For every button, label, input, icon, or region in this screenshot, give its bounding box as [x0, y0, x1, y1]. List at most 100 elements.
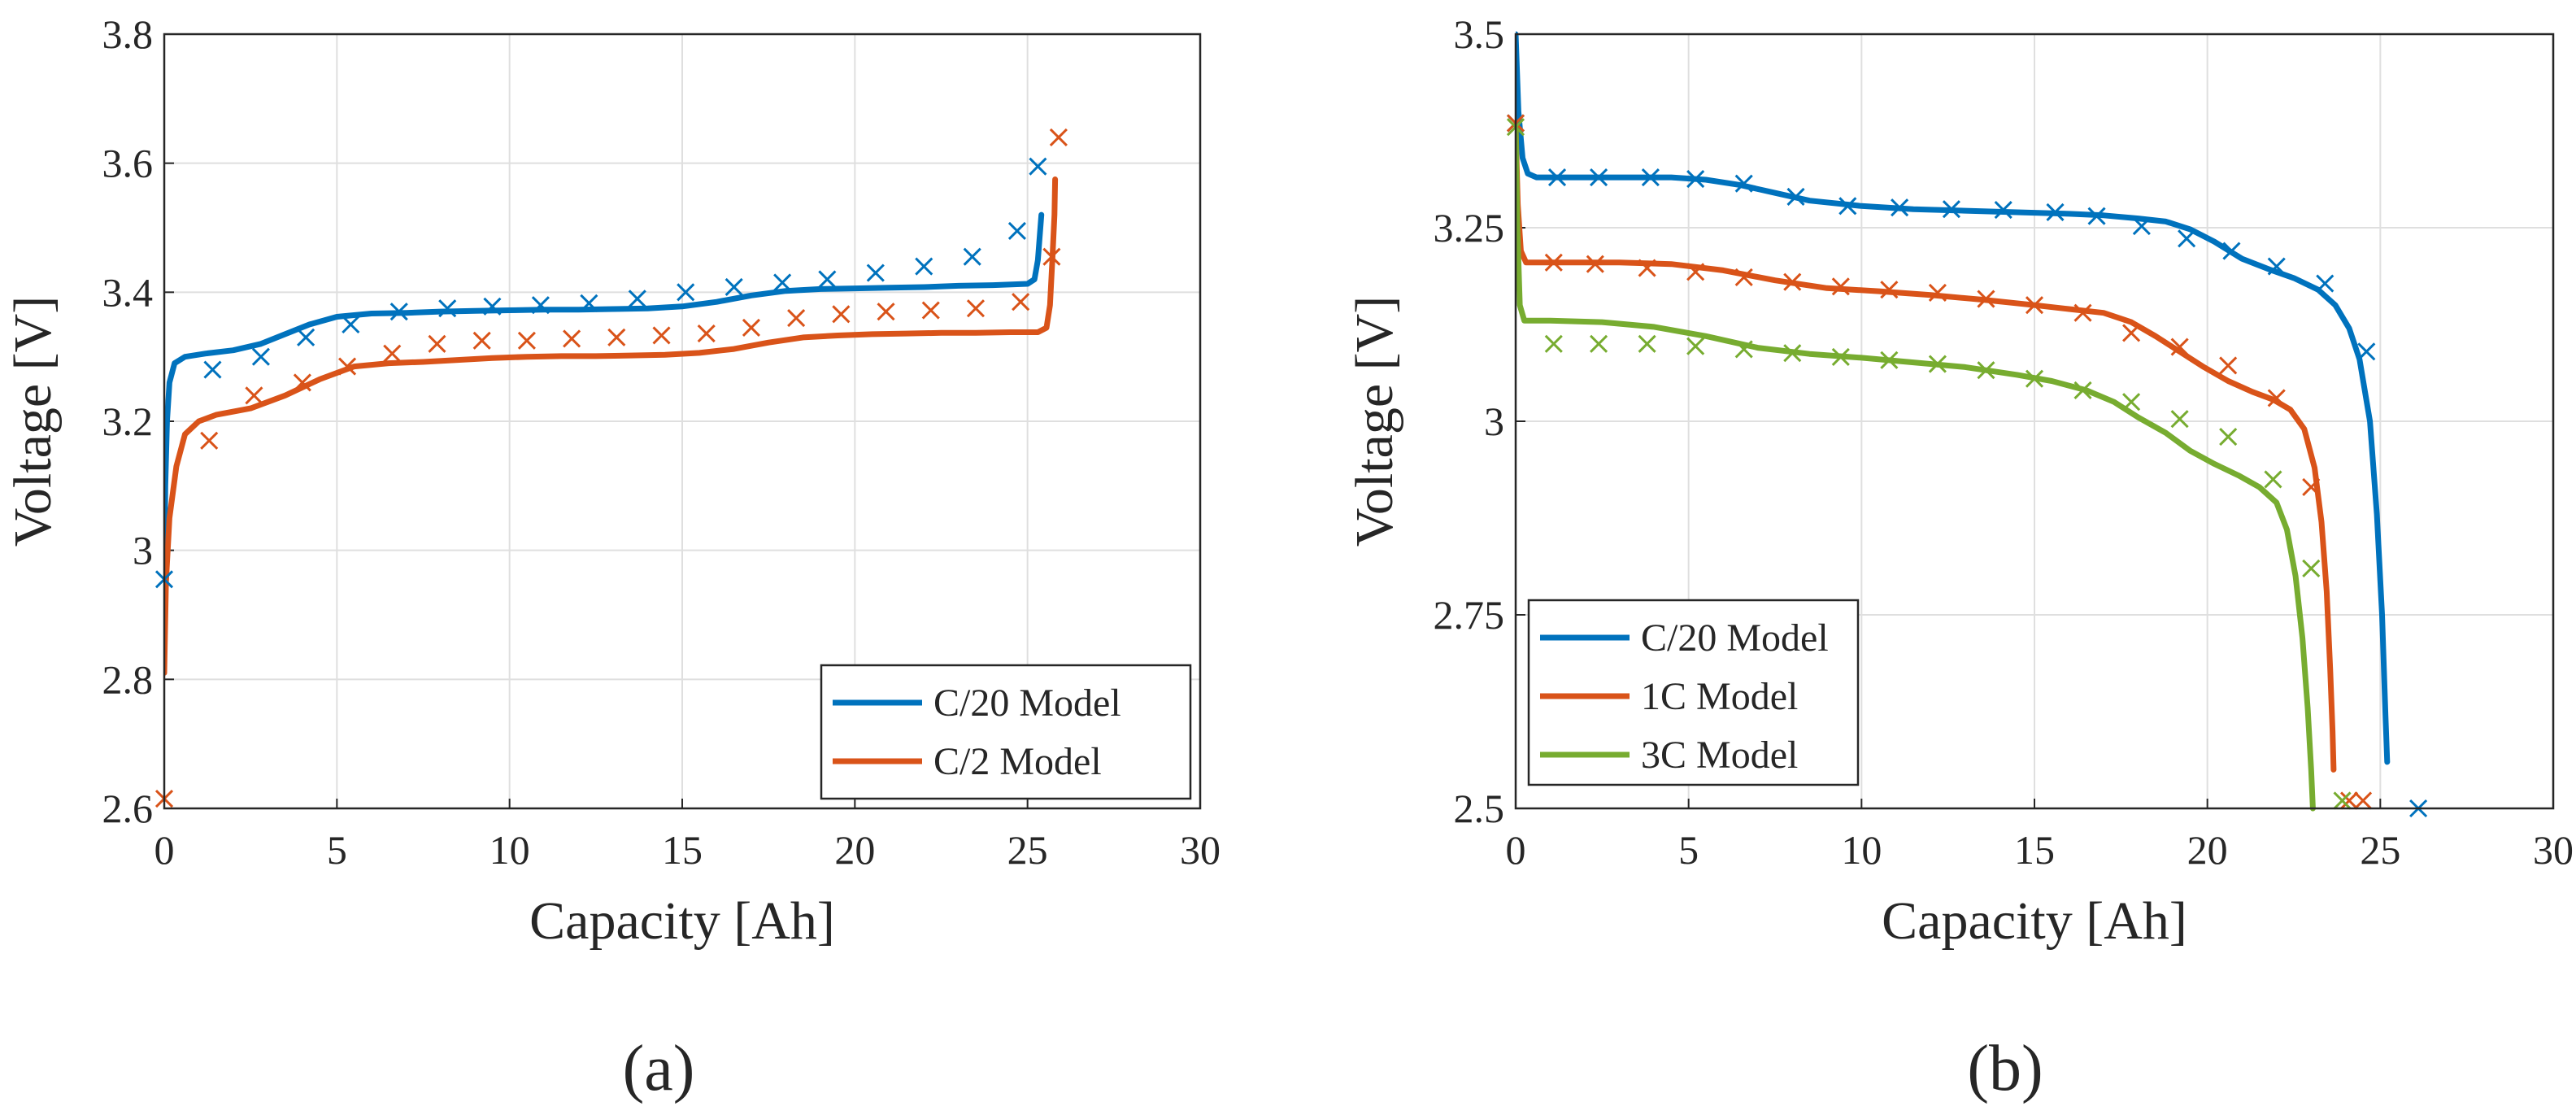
series-line [1516, 31, 2391, 765]
x-axis-label: Capacity [Ah] [529, 891, 835, 951]
y-axis-label: Voltage [V] [3, 296, 63, 547]
data-point-marker [2170, 338, 2189, 356]
data-point-marker [697, 324, 716, 343]
x-tick-label: 10 [1841, 827, 1882, 873]
data-point-marker [607, 328, 626, 346]
data-point-marker [2357, 342, 2376, 361]
data-point-marker [245, 386, 263, 405]
axes-frame [1514, 33, 2555, 810]
data-point-marker [742, 318, 760, 338]
data-point-marker [2073, 303, 2092, 322]
data-point-marker [787, 309, 806, 328]
data-point-marker [818, 270, 837, 289]
data-point-marker [428, 334, 446, 353]
data-point-marker [2073, 381, 2092, 399]
data-point-marker [773, 273, 792, 292]
data-point-marker [1734, 340, 1753, 359]
data-point-marker [2333, 791, 2352, 810]
data-point-marker [866, 264, 885, 282]
data-point-marker [2132, 217, 2151, 236]
data-point-marker [963, 247, 981, 266]
x-tick-label: 30 [2533, 827, 2574, 873]
legend-label: C/2 Model [933, 740, 1102, 783]
legend-label: C/20 Model [933, 682, 1121, 725]
data-point-marker [383, 344, 402, 363]
x-tick-label: 20 [2187, 827, 2228, 873]
y-tick-label: 3.8 [102, 11, 154, 57]
data-point-marker [2087, 207, 2106, 225]
y-tick-label: 3 [1484, 399, 1504, 444]
data-point-marker [1007, 221, 1026, 241]
x-tick-label: 5 [1678, 827, 1699, 873]
x-tick-label: 0 [154, 827, 175, 873]
data-point-marker [200, 431, 219, 450]
data-point-marker [1544, 334, 1563, 353]
x-tick-label: 5 [327, 827, 347, 873]
data-point-marker [2316, 274, 2334, 293]
data-point-marker [966, 299, 986, 318]
data-point-marker [1994, 201, 2012, 220]
data-point-marker [628, 290, 646, 308]
x-tick-label: 15 [662, 827, 703, 873]
x-tick-label: 15 [2014, 827, 2055, 873]
data-point-marker [1831, 277, 1850, 296]
data-point-marker [877, 303, 895, 321]
x-tick-label: 25 [2360, 827, 2400, 873]
x-tick-label: 0 [1506, 827, 1526, 873]
data-point-marker [1928, 283, 1947, 303]
data-point-marker [483, 297, 502, 316]
y-tick-label: 3.5 [1454, 11, 1505, 57]
data-point-marker [1838, 197, 1857, 216]
data-point-marker [1734, 174, 1753, 193]
data-point-marker [1880, 351, 1899, 369]
data-point-marker [1686, 169, 1705, 189]
data-point-marker [2267, 389, 2286, 407]
data-point-marker [2219, 427, 2238, 446]
y-tick-label: 2.5 [1454, 786, 1505, 831]
data-point-marker [677, 283, 695, 302]
series-line [1516, 124, 2316, 812]
data-point-marker [1590, 168, 1608, 187]
data-point-marker [1590, 334, 1608, 353]
axes-frame [163, 33, 1202, 810]
data-point-marker [2354, 791, 2373, 810]
data-point-marker [832, 305, 851, 324]
y-tick-label: 3 [133, 528, 153, 573]
data-point-marker [563, 329, 581, 348]
data-point-marker [293, 373, 311, 392]
data-point-marker [1928, 355, 1947, 373]
y-tick-label: 2.8 [102, 656, 154, 702]
data-point-marker [1734, 268, 1753, 286]
chart-panel-a: 0 5 10 15 20 25 30 2.6 2.8 3 3.2 3.4 3.6 3.8 Capacity … [3, 11, 1221, 1104]
data-point-marker [1049, 128, 1068, 146]
x-tick-label: 10 [490, 827, 530, 873]
data-point-marker [2170, 410, 2189, 429]
y-tick-label: 3.2 [102, 399, 154, 444]
data-point-marker [1042, 247, 1061, 266]
data-point-marker [1586, 255, 1604, 273]
data-point-marker [2267, 257, 2286, 276]
panel-label: (a) [623, 1033, 695, 1104]
data-point-marker [1029, 157, 1047, 176]
data-point-marker [2178, 229, 2196, 248]
plot-data [1516, 31, 2391, 812]
data-point-marker [652, 326, 671, 345]
data-point-marker [2046, 203, 2065, 222]
data-point-marker [1638, 259, 1656, 277]
data-point-marker [389, 303, 408, 321]
data-point-marker [1891, 198, 1909, 217]
data-point-marker [1831, 347, 1850, 367]
legend-label: 1C Model [1641, 675, 1798, 718]
data-point-marker [1686, 337, 1705, 355]
data-point-marker [2122, 324, 2141, 342]
chart-panel-b: 0 5 10 15 20 25 30 2.5 2.75 3 3.25 3.5 Capacity [Ah]… [1345, 11, 2574, 1104]
x-tick-label: 20 [834, 827, 875, 873]
data-point-marker [251, 347, 270, 366]
data-point-marker [1686, 263, 1705, 281]
y-tick-label: 3.4 [102, 269, 154, 315]
data-point-marker [531, 296, 550, 315]
data-point-marker [921, 301, 940, 320]
data-point-marker [2025, 369, 2044, 388]
legend-label: C/20 Model [1641, 616, 1829, 660]
data-point-marker [915, 257, 933, 276]
